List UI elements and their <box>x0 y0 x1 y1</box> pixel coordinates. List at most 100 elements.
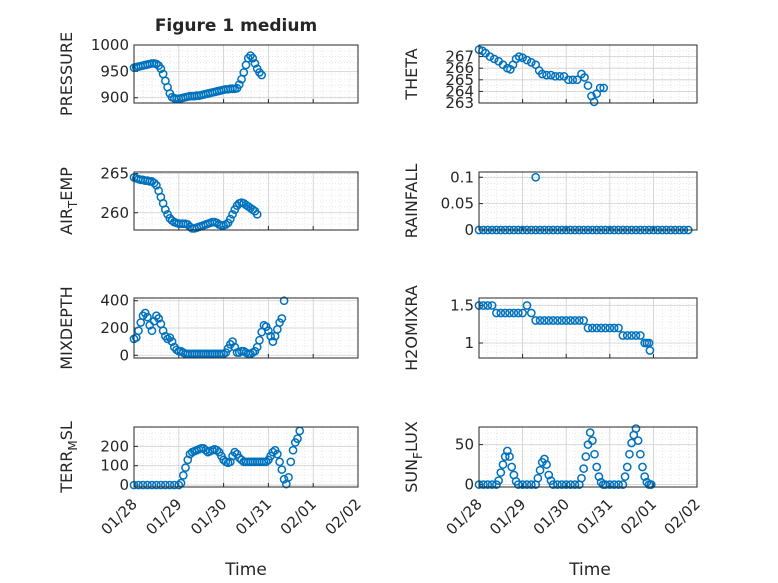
sun_flux-data-point <box>518 480 527 489</box>
mixdepth-data-point <box>277 314 287 323</box>
h2omixra-data-point <box>522 301 532 310</box>
h2omixra-data-point <box>588 323 597 333</box>
rainfall-y-tick-label: 0.05 <box>441 195 474 213</box>
theta-data-point <box>555 71 565 81</box>
theta-data-point <box>568 75 578 85</box>
sun_flux-data-point <box>479 480 488 489</box>
sun_flux-data-point <box>620 472 630 481</box>
sun_flux-data-point <box>542 460 551 469</box>
pressure-axes-box <box>133 44 359 104</box>
sun_flux-data-point <box>533 473 543 483</box>
theta-data-point <box>485 52 495 61</box>
theta-y-tick-label: 265 <box>445 71 474 89</box>
pressure-y-axis-label: PRESSURE <box>57 32 76 116</box>
h2omixra-data-point <box>579 316 588 325</box>
rainfall-axes-box <box>478 171 698 231</box>
h2omixra-data-point <box>496 308 506 318</box>
subplot-h2omixra: 1 1.5 H2OMIXRA <box>402 285 698 371</box>
theta-data-point <box>589 97 599 107</box>
terr_msl-data-point <box>174 480 184 490</box>
h2omixra-data-point <box>592 323 602 333</box>
terr_msl-data-point <box>261 457 271 467</box>
subplot-pressure: 900 950 1000 PRESSURE <box>57 32 359 116</box>
h2omixra-data-point <box>479 301 488 310</box>
sun_flux-data-point <box>581 452 591 461</box>
mixdepth-data-point <box>230 342 240 352</box>
h2omixra-data-point <box>601 323 610 333</box>
sun_flux-data-point <box>646 480 656 489</box>
pressure-data-point <box>152 59 161 69</box>
sun_flux-data-point <box>596 477 606 487</box>
x-axis-label-left: Time <box>224 560 267 580</box>
h2omixra-axes-box <box>478 297 698 359</box>
h2omixra-data-point <box>526 308 536 318</box>
sun_flux-data-point <box>557 480 567 489</box>
sun_flux-data-point <box>505 452 514 461</box>
mixdepth-data-point <box>147 326 157 336</box>
sun_flux-data-point <box>553 480 562 489</box>
h2omixra-data-point <box>500 308 510 318</box>
sun_flux-data-point <box>585 428 595 437</box>
terr_msl-data-point <box>284 472 293 482</box>
pressure-data-point <box>250 59 260 68</box>
sun_flux-data-point <box>590 449 599 459</box>
h2omixra-data-point <box>487 301 497 310</box>
sun_flux-data-point <box>638 462 647 472</box>
h2omixra-data-point <box>631 331 641 340</box>
h2omixra-data-point <box>570 316 580 325</box>
terr_msl-data-point <box>275 457 284 467</box>
h2omixra-data-point <box>583 323 593 333</box>
mixdepth-y-tick-label: 400 <box>100 292 129 310</box>
h2omixra-data-point <box>544 316 554 325</box>
sun_flux-data-point <box>502 446 512 456</box>
mixdepth-y-tick-label: 0 <box>119 346 129 364</box>
h2omixra-data-point <box>531 316 541 325</box>
sun_flux-data-point <box>561 480 571 489</box>
h2omixra-data-point <box>483 301 493 310</box>
pressure-y-tick-label: 950 <box>100 62 129 80</box>
sun_flux-data-point <box>540 454 549 464</box>
sun_flux-y-axis-label: SUNFLUX <box>402 421 425 493</box>
sun_flux-data-point <box>513 480 523 489</box>
theta-data-point <box>564 75 573 85</box>
terr_msl-data-point <box>143 480 152 490</box>
theta-data-point <box>542 70 551 80</box>
h2omixra-data-point <box>622 331 632 340</box>
terr_msl-y-tick-label: 200 <box>100 437 129 455</box>
h2omixra-data-point <box>596 323 606 333</box>
h2omixra-data-point <box>609 323 619 333</box>
sun_flux-data-point <box>588 436 597 445</box>
rainfall-data-point <box>531 172 541 182</box>
h2omixra-y-axis-label: H2OMIXRA <box>402 285 421 371</box>
theta-y-tick-label: 266 <box>445 59 474 77</box>
rainfall-y-tick-label: 0.1 <box>450 168 474 186</box>
theta-axes-box <box>478 44 698 104</box>
air_temp-data-point <box>152 180 161 190</box>
theta-data-point <box>583 81 593 90</box>
h2omixra-data-point <box>561 316 571 325</box>
mixdepth-data-point <box>279 296 289 306</box>
pressure-data-point <box>257 70 267 80</box>
mixdepth-y-axis-label: MIXDEPTH <box>57 286 76 369</box>
h2omixra-data-point <box>513 308 523 318</box>
theta-data-point <box>506 65 515 74</box>
sun_flux-data-point <box>635 449 645 459</box>
terr_msl-data-point <box>288 445 298 455</box>
h2omixra-data-point <box>535 316 545 325</box>
h2omixra-data-point <box>557 316 567 325</box>
mixdepth-data-point <box>143 312 152 322</box>
theta-data-point <box>599 83 609 93</box>
terr_msl-y-axis-label: TERRMSL <box>57 421 80 494</box>
sun_flux-data-point <box>494 476 503 485</box>
h2omixra-data-point <box>505 308 514 318</box>
sun_flux-data-point <box>548 480 558 489</box>
terr_msl-data-point <box>279 474 289 484</box>
sun_flux-data-point <box>566 480 575 489</box>
sun_flux-data-point <box>507 462 517 472</box>
theta-y-tick-label: 263 <box>445 94 474 112</box>
theta-data-point <box>489 54 499 64</box>
subplot-air_temp: 260 265 AIRTEMP <box>57 165 359 235</box>
theta-data-point <box>572 75 582 85</box>
air_temp-data-point <box>228 209 237 219</box>
terr_msl-data-point <box>134 480 143 490</box>
